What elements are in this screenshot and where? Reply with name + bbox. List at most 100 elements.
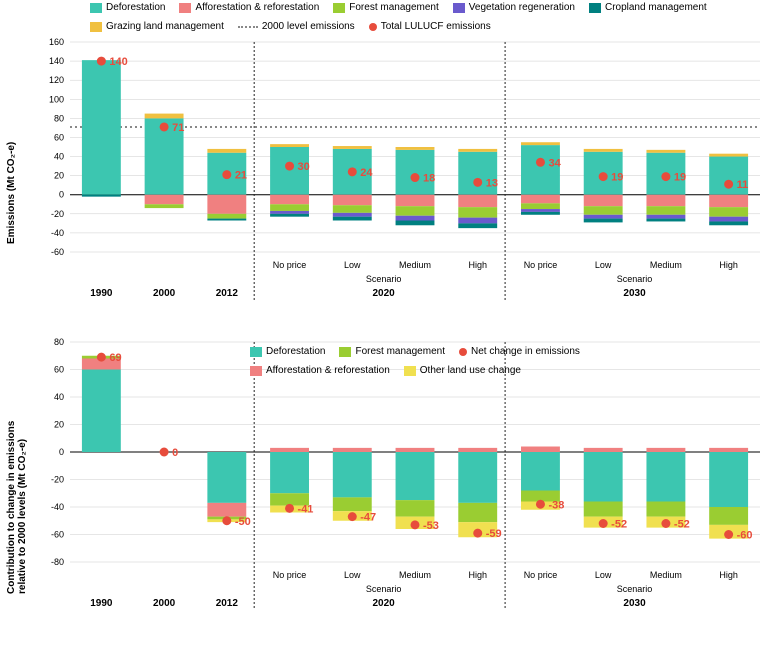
bar-seg: [709, 207, 748, 217]
bar-seg: [207, 219, 246, 221]
total-dot: [599, 172, 608, 181]
legend-label: Net change in emissions: [471, 346, 580, 357]
bar-seg: [396, 452, 435, 500]
total-dot: [473, 178, 482, 187]
bar-seg: [709, 154, 748, 157]
legend-item: Forest management: [339, 346, 445, 357]
svg-text:-40: -40: [51, 228, 64, 238]
legend-item: Deforestation: [250, 346, 325, 357]
scenario-year: 2020: [373, 288, 396, 299]
total-dot: [661, 172, 670, 181]
total-label: -47: [360, 512, 376, 524]
bottom-legend: Deforestation Forest management Net change…: [250, 346, 710, 376]
total-label: 30: [298, 161, 310, 173]
legend-item: Cropland management: [589, 2, 707, 13]
x-year-label: 2012: [216, 598, 239, 609]
scenario-year: 2030: [623, 288, 646, 299]
bar-seg: [333, 217, 372, 221]
legend-swatch: [369, 23, 377, 31]
bar-seg: [396, 147, 435, 150]
legend-swatch: [250, 366, 262, 376]
scenario-word: Scenario: [366, 584, 402, 594]
bar-seg: [584, 215, 623, 219]
bar-seg: [270, 452, 309, 493]
bar-seg: [270, 214, 309, 217]
legend-swatch: [339, 347, 351, 357]
bar-seg: [521, 195, 560, 204]
svg-text:60: 60: [54, 132, 64, 142]
chart2-container: Contribution to change in emissionsrelat…: [0, 334, 774, 634]
legend-label: Afforestation & reforestation: [266, 365, 390, 376]
bar-seg: [333, 146, 372, 149]
legend-item: Deforestation: [90, 2, 165, 13]
svg-text:-60: -60: [51, 530, 64, 540]
total-dot: [348, 167, 357, 176]
svg-text:160: 160: [49, 37, 64, 47]
bar-seg: [333, 195, 372, 206]
bar-seg: [458, 448, 497, 452]
bar-seg: [396, 206, 435, 216]
scenario-year: 2020: [373, 598, 396, 609]
bar-seg: [82, 60, 121, 195]
svg-text:120: 120: [49, 75, 64, 85]
legend-item: Total LULUCF emissions: [369, 21, 491, 32]
bar-seg: [584, 149, 623, 152]
scenario-label: High: [468, 570, 487, 580]
bar-seg: [333, 497, 372, 511]
x-year-label: 2000: [153, 288, 176, 299]
bar-seg: [270, 195, 309, 205]
legend-label: Total LULUCF emissions: [381, 21, 491, 32]
svg-text:-20: -20: [51, 475, 64, 485]
scenario-label: No price: [524, 260, 558, 270]
x-year-label: 1990: [90, 288, 113, 299]
total-label: 69: [109, 352, 121, 364]
svg-text:80: 80: [54, 113, 64, 123]
total-label: 140: [109, 56, 127, 68]
total-dot: [473, 529, 482, 538]
total-dot: [661, 519, 670, 528]
bar-seg: [584, 206, 623, 215]
total-label: -50: [235, 516, 251, 528]
total-dot: [97, 57, 106, 66]
total-dot: [536, 158, 545, 167]
total-dot: [411, 173, 420, 182]
bar-seg: [458, 503, 497, 522]
bar-seg: [145, 195, 184, 205]
bar-seg: [584, 195, 623, 206]
scenario-label: Medium: [399, 260, 431, 270]
bar-seg: [709, 452, 748, 507]
bar-seg: [458, 195, 497, 207]
total-label: 21: [235, 170, 247, 182]
svg-text:40: 40: [54, 392, 64, 402]
svg-text:0: 0: [59, 447, 64, 457]
bar-seg: [333, 448, 372, 452]
bar-seg: [145, 114, 184, 119]
svg-text:-20: -20: [51, 209, 64, 219]
chart1-container: Emissions (Mt CO₂-e) -60-40-200204060801…: [0, 34, 774, 314]
total-dot: [599, 519, 608, 528]
legend-item: Forest management: [333, 2, 439, 13]
bar-seg: [521, 203, 560, 209]
scenario-label: No price: [273, 570, 307, 580]
bar-seg: [521, 447, 560, 453]
scenario-label: High: [468, 260, 487, 270]
bar-seg: [646, 452, 685, 502]
bar-seg: [709, 448, 748, 452]
legend-item: Grazing land management: [90, 21, 224, 32]
legend-label: Grazing land management: [106, 21, 224, 32]
x-year-label: 2012: [216, 288, 239, 299]
bar-seg: [207, 503, 246, 517]
scenario-word: Scenario: [366, 274, 402, 284]
bar-seg: [521, 452, 560, 491]
legend-item: Afforestation & reforestation: [250, 365, 390, 376]
legend-label: Vegetation regeneration: [469, 2, 575, 13]
total-dot: [285, 504, 294, 513]
bar-seg: [396, 195, 435, 206]
scenario-label: High: [719, 570, 738, 580]
bar-seg: [396, 221, 435, 226]
scenario-label: Medium: [399, 570, 431, 580]
total-label: 19: [674, 172, 686, 184]
total-label: 71: [172, 122, 184, 134]
bar-seg: [521, 145, 560, 195]
scenario-label: High: [719, 260, 738, 270]
